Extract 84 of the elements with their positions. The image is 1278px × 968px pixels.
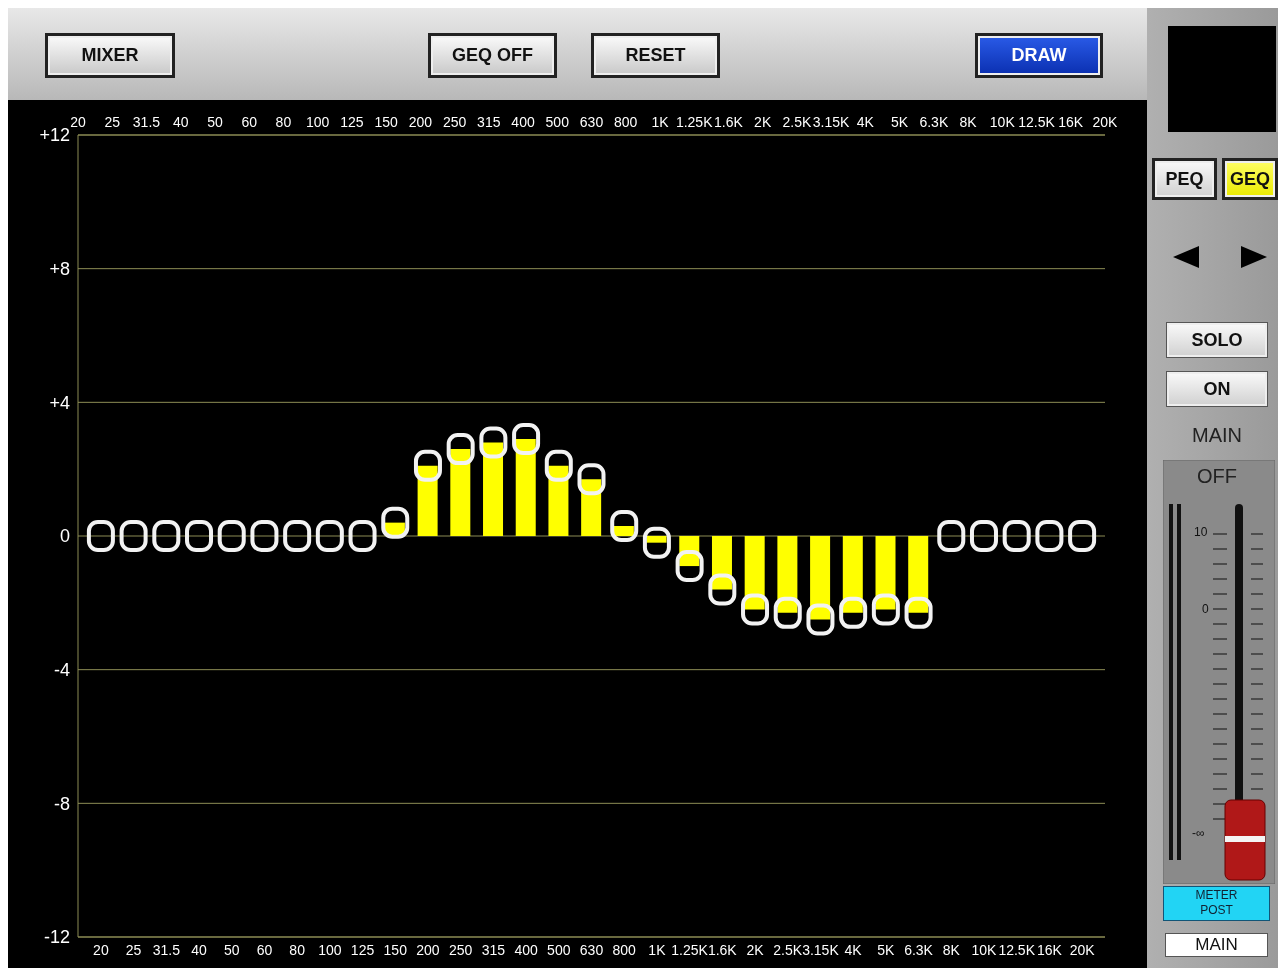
- category-label: 16K: [1058, 114, 1084, 130]
- x-tick-label: 1.25K: [671, 941, 709, 958]
- category-label: 20K: [1092, 114, 1118, 130]
- x-tick-label: 630: [579, 941, 604, 958]
- text: GEQ OFF: [428, 33, 557, 78]
- text: ON: [1166, 371, 1268, 407]
- x-tick-label: 40: [191, 941, 208, 958]
- x-tick-label: 2.5K: [773, 941, 803, 958]
- x-tick-label: 12.5K: [998, 941, 1036, 958]
- text: METER POST: [1163, 886, 1270, 921]
- x-tick-label: 250: [448, 941, 473, 958]
- text: 0: [1202, 602, 1209, 616]
- x-tick-label: 1.6K: [707, 941, 738, 958]
- x-tick-label: 31.5: [152, 941, 181, 958]
- category-label: 2.5K: [782, 114, 812, 130]
- x-tick-label: 6.3K: [904, 941, 934, 958]
- category-label: 1.6K: [714, 114, 743, 130]
- x-tick-label: 60: [256, 941, 273, 958]
- category-label: 3.15K: [812, 114, 850, 130]
- category-label: 20: [70, 114, 86, 130]
- category-label: 8K: [959, 114, 977, 130]
- text: GEQ: [1222, 158, 1278, 200]
- x-tick-label: 20: [93, 941, 109, 958]
- x-tick-label: 100: [318, 941, 342, 958]
- category-label: 5K: [891, 114, 909, 130]
- category-label: 40: [172, 114, 189, 130]
- x-tick-label: 500: [547, 941, 571, 958]
- category-label: 200: [408, 114, 433, 130]
- y-tick-label: 0: [59, 526, 70, 547]
- x-tick-label: 1K: [648, 941, 667, 958]
- y-tick-label: -8: [53, 793, 70, 814]
- x-tick-label: 150: [383, 941, 408, 958]
- text: PEQ: [1152, 158, 1217, 200]
- category-label: 25: [104, 114, 121, 130]
- x-tick-label: 125: [350, 941, 375, 958]
- x-tick-label: 3.15K: [802, 941, 840, 958]
- x-tick-label: 16K: [1036, 941, 1063, 958]
- text: DRAW: [975, 33, 1103, 78]
- text: SOLO: [1166, 322, 1268, 358]
- category-label: 250: [442, 114, 467, 130]
- category-label: 400: [511, 114, 535, 130]
- category-label: 31.5: [132, 114, 161, 130]
- x-tick-label: 25: [125, 941, 142, 958]
- category-label: 4K: [856, 114, 874, 130]
- category-label: 100: [305, 114, 330, 130]
- x-tick-label: 800: [612, 941, 637, 958]
- category-label: 1.25K: [675, 114, 713, 130]
- category-label: 60: [241, 114, 257, 130]
- x-tick-label: 400: [514, 941, 538, 958]
- x-tick-label: 80: [289, 941, 306, 958]
- category-label: 630: [579, 114, 604, 130]
- text: MAIN: [1191, 424, 1243, 447]
- x-tick-label: 5K: [877, 941, 896, 958]
- x-tick-label: 315: [481, 941, 506, 958]
- y-tick-label: +12: [39, 125, 70, 146]
- text: MIXER: [45, 33, 175, 78]
- y-tick-label: +4: [49, 392, 70, 413]
- y-tick-label: +8: [49, 259, 70, 280]
- x-tick-label: 50: [223, 941, 240, 958]
- category-label: 315: [477, 114, 501, 130]
- category-label: 150: [374, 114, 398, 130]
- category-label: 12.5K: [1018, 114, 1055, 130]
- x-tick-label: 8K: [942, 941, 961, 958]
- category-label: 6.3K: [919, 114, 949, 130]
- category-label: 2K: [754, 114, 772, 130]
- x-tick-label: 4K: [844, 941, 863, 958]
- text: RESET: [591, 33, 720, 78]
- text: MAIN: [1165, 933, 1268, 957]
- x-tick-label: 200: [416, 941, 440, 958]
- x-tick-label: 20K: [1069, 941, 1096, 958]
- y-tick-label: -4: [53, 660, 70, 681]
- text: 10: [1194, 525, 1208, 539]
- x-tick-label: 10K: [971, 941, 998, 958]
- category-label: 50: [207, 114, 223, 130]
- category-label: 125: [340, 114, 364, 130]
- text: OFF: [1196, 465, 1238, 488]
- category-label: 800: [614, 114, 638, 130]
- category-label: 80: [275, 114, 292, 130]
- x-tick-label: 2K: [746, 941, 765, 958]
- category-label: 1K: [651, 114, 669, 130]
- category-label: 500: [545, 114, 569, 130]
- text: -∞: [1192, 826, 1205, 840]
- y-tick-label: -12: [43, 927, 70, 948]
- category-label: 10K: [989, 114, 1015, 130]
